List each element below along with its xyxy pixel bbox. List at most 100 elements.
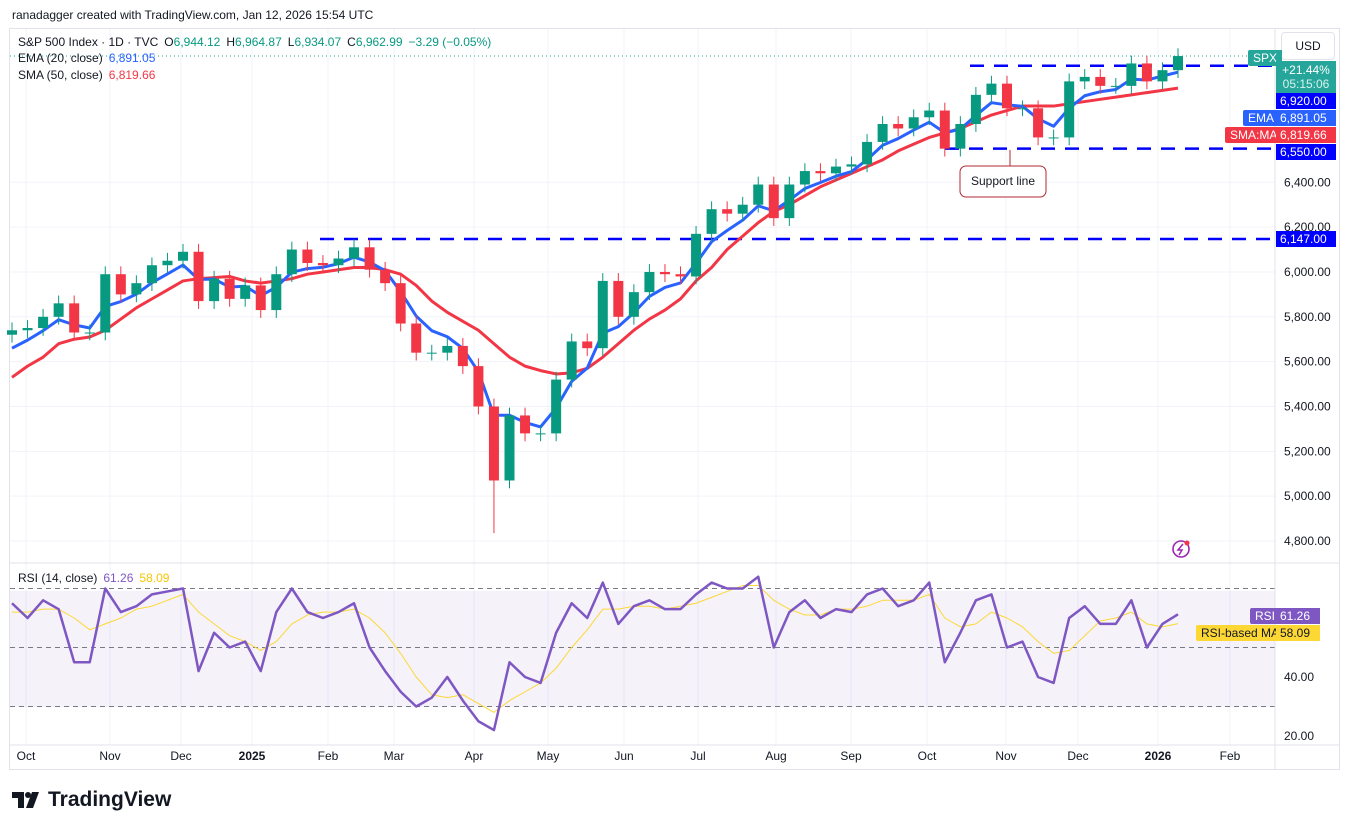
time-tick-label: Oct [918, 749, 937, 763]
candle-body [349, 247, 360, 259]
horizontal-levels [10, 55, 1275, 241]
candle-body [115, 274, 126, 295]
candle-body [1110, 85, 1121, 87]
candle-body [22, 328, 33, 331]
candle-body [1157, 70, 1168, 82]
candles [7, 48, 1183, 534]
candle-body [597, 280, 608, 349]
candle-body [908, 117, 919, 129]
candle-body [426, 352, 437, 354]
sma-label: SMA (50, close) [18, 68, 103, 82]
candle-body [722, 209, 733, 214]
candle-body [768, 184, 779, 219]
close-value: 6,962.99 [355, 35, 403, 49]
candle-body [582, 341, 593, 349]
candle-body [364, 247, 375, 270]
candle-body [1141, 63, 1152, 82]
candle-body [830, 166, 841, 174]
candle-body [178, 251, 189, 261]
time-tick-label: 2025 [239, 749, 266, 763]
support-callout-text: Support line [970, 174, 1036, 188]
rsi-bands [10, 588, 1275, 707]
candle-body [504, 415, 515, 481]
candle-body [846, 164, 857, 167]
rsi-ma-tag: RSI-based MA [1196, 625, 1285, 641]
candle-body [473, 366, 484, 407]
candle-body [53, 303, 64, 317]
spx-tag: SPX [1248, 50, 1283, 66]
candle-body [628, 292, 639, 317]
rsi-tag: RSI [1250, 608, 1281, 624]
candle-body [442, 345, 453, 353]
rsi-lines [11, 575, 1179, 732]
rsi-axis-label: 61.26 [1276, 608, 1320, 624]
rsi-ma-value: 58.09 [139, 571, 170, 585]
open-label: O [164, 35, 174, 49]
sma-series [11, 86, 1179, 379]
candle-body [240, 285, 251, 299]
rsi-ma-series [12, 585, 1179, 713]
price-tick-label: 6,000.00 [1284, 265, 1331, 279]
candle-body [224, 278, 235, 299]
close-label: C [347, 35, 356, 49]
candle-body [162, 260, 173, 266]
candle-body [457, 345, 468, 367]
low-value: 6,934.07 [294, 35, 342, 49]
candle-body [38, 316, 49, 329]
resistance-price-label: 6,920.00 [1276, 93, 1336, 109]
main-legend[interactable]: S&P 500 Index · 1D · TVC O6,944.12 H6,964.… [18, 35, 497, 49]
candle-body [659, 271, 670, 275]
axes: 6,400.00 6,200.00 6,000.00 5,800.00 5,600.00… [17, 175, 1331, 763]
candle-body [970, 94, 981, 124]
time-tick-label: Nov [99, 749, 120, 763]
candle-body [1001, 83, 1012, 109]
candle-body [1126, 63, 1137, 86]
candle-body [395, 283, 406, 324]
ema-legend[interactable]: EMA (20, close) 6,891.05 [18, 51, 161, 65]
candle-body [1064, 81, 1075, 138]
ema-line [11, 70, 1179, 429]
candle-body [644, 271, 655, 293]
candle-body [411, 323, 422, 353]
candle-body [1048, 137, 1059, 139]
rsi-tick-label: 40.00 [1284, 670, 1314, 684]
candle-body [255, 285, 266, 311]
ema-tag: EMA [1243, 110, 1280, 126]
time-tick-label: May [537, 749, 560, 763]
tradingview-logo[interactable]: TradingView [12, 788, 171, 812]
ema-price-label: 6,891.05 [1276, 110, 1336, 126]
candle-body [7, 330, 17, 335]
spx-change: +21.44% [1282, 63, 1330, 77]
ema-label: EMA (20, close) [18, 51, 103, 65]
candle-body [986, 83, 997, 95]
time-tick-label: Jul [690, 749, 705, 763]
candle-body [799, 171, 810, 185]
breakout-price-label: 6,147.00 [1276, 231, 1336, 247]
chart-credit: ranadagger created with TradingView.com,… [12, 8, 374, 22]
price-tick-label: 6,200.00 [1284, 220, 1331, 234]
candle-body [737, 204, 748, 214]
candle-body [691, 233, 702, 277]
symbol-title[interactable]: S&P 500 Index · 1D · TVC [18, 35, 159, 49]
high-value: 6,964.87 [235, 35, 282, 49]
sma-legend[interactable]: SMA (50, close) 6,819.66 [18, 68, 161, 82]
price-tick-label: 6,400.00 [1284, 175, 1331, 189]
time-tick-label: Nov [995, 749, 1016, 763]
ema-value: 6,891.05 [108, 51, 156, 65]
candle-body [753, 184, 764, 205]
lightning-icon[interactable] [1172, 540, 1190, 558]
candle-body [551, 379, 562, 434]
rsi-label: RSI (14, close) [18, 571, 98, 585]
candle-body [815, 171, 826, 174]
candle-body [566, 341, 577, 380]
currency-button[interactable]: USD [1281, 32, 1335, 60]
time-tick-label: 2026 [1145, 749, 1172, 763]
rsi-legend[interactable]: RSI (14, close) 61.26 58.09 [18, 571, 175, 585]
candle-body [1079, 76, 1090, 82]
candle-body [286, 249, 297, 275]
time-tick-label: Sep [840, 749, 862, 763]
candle-body [613, 280, 624, 317]
sma-price-label: 6,819.66 [1276, 127, 1336, 143]
rsi-ma-axis-label: 58.09 [1276, 625, 1320, 641]
